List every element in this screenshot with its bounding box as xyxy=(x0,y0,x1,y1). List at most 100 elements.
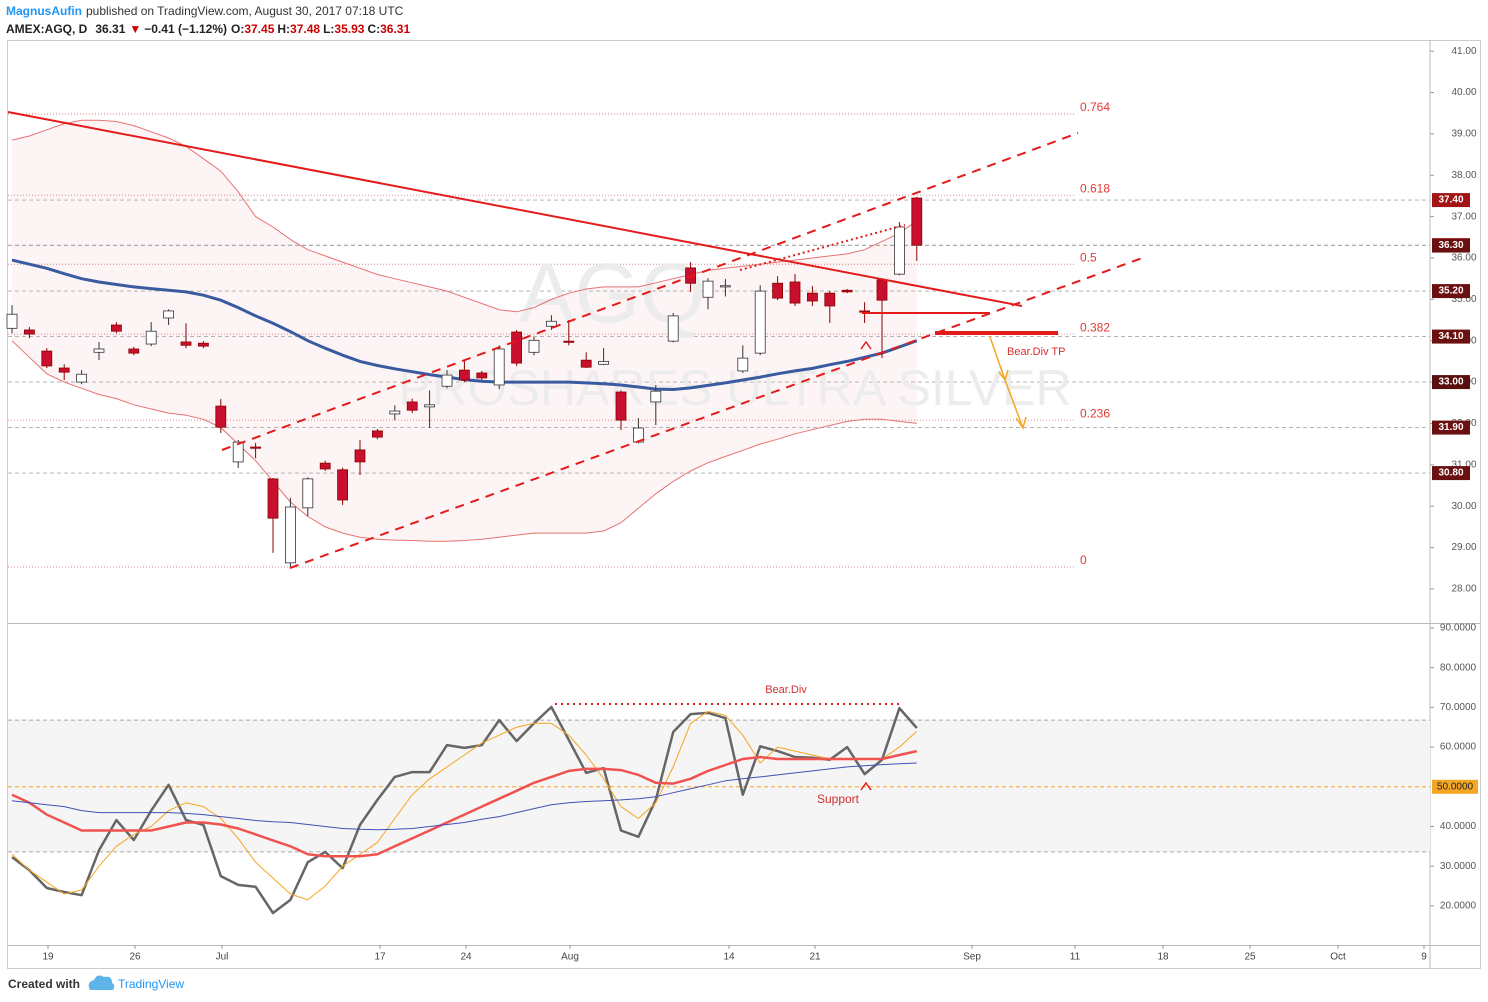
candle-body xyxy=(180,341,192,346)
ohlc-label: O: xyxy=(231,22,244,36)
candle-body xyxy=(580,359,592,368)
y-tick-label: 40.00 xyxy=(1451,87,1476,98)
author[interactable]: MagnusAufin xyxy=(6,4,82,18)
x-tick-label: Sep xyxy=(963,952,981,963)
annotation: Support xyxy=(817,792,860,806)
ohlc-value: 37.48 xyxy=(290,22,320,36)
ohlc-label: L: xyxy=(323,22,334,36)
candle-body xyxy=(163,310,175,319)
y-tick-label: 39.00 xyxy=(1451,129,1476,140)
annotation: Bear.Div TP xyxy=(1007,346,1066,358)
level-band xyxy=(8,720,1430,852)
symbol: AMEX:AGQ, D xyxy=(6,22,88,36)
oscillator-line xyxy=(11,749,918,858)
price-tag-label: 36.30 xyxy=(1438,240,1463,251)
x-tick-label: 14 xyxy=(723,952,735,963)
trend-line xyxy=(7,111,1023,307)
price-tag-label: 35.20 xyxy=(1438,286,1463,297)
background-layer: 0.764 0.618 0.5 0.382 0.236 0 xyxy=(8,100,1430,853)
x-tick-label: 26 xyxy=(129,952,141,963)
candle-body xyxy=(807,292,818,302)
candle-body xyxy=(406,401,418,411)
y-tick-label: 38.00 xyxy=(1451,170,1476,181)
candle-body xyxy=(615,391,627,421)
fib-label: 0 xyxy=(1080,553,1087,567)
watermark-name: PROSHARES ULTRA SILVER xyxy=(398,360,1071,416)
indicator-line xyxy=(11,340,917,542)
ohlc-label: H: xyxy=(277,22,290,36)
y-tick-label: 35.00 xyxy=(1451,294,1476,305)
channel-upper xyxy=(221,132,1079,451)
x-tick-label: 17 xyxy=(374,952,386,963)
channel-lower xyxy=(289,256,1146,569)
candle-body xyxy=(789,281,801,304)
frame xyxy=(7,40,1481,969)
price-tag xyxy=(1432,466,1470,481)
candle-body xyxy=(267,478,279,519)
candle-body xyxy=(737,357,749,372)
candle-body xyxy=(667,315,679,342)
change: −0.41 (−1.12%) xyxy=(144,22,227,36)
price-tag xyxy=(1432,238,1470,253)
candle-body xyxy=(389,410,401,415)
y-tick-label: 80.0000 xyxy=(1440,662,1477,673)
y-tick-label: 29.00 xyxy=(1451,542,1476,553)
dotted-line xyxy=(739,224,906,271)
fib-label: 0.618 xyxy=(1080,181,1110,195)
oscillator-line xyxy=(11,705,918,915)
candle-body xyxy=(650,390,662,403)
x-tick-label: Aug xyxy=(561,952,579,963)
arrow-head xyxy=(1015,416,1027,430)
candle-body xyxy=(302,478,314,509)
candle-body xyxy=(93,348,105,353)
fib-label: 0.764 xyxy=(1080,100,1110,114)
x-tick-label: 25 xyxy=(1244,952,1256,963)
ohlc-value: 35.93 xyxy=(334,22,364,36)
candle-body xyxy=(250,446,262,449)
x-tick-label: 9 xyxy=(1421,952,1427,963)
y-tick-label: 60.0000 xyxy=(1440,742,1477,753)
candle-body xyxy=(58,367,70,373)
candle-body xyxy=(232,441,244,463)
candle-body xyxy=(111,324,122,332)
level-tag-label: 50.0000 xyxy=(1437,781,1474,792)
x-tick-label: 19 xyxy=(42,952,54,963)
candle-body xyxy=(911,197,923,246)
level-tag xyxy=(1432,779,1478,794)
price-tag-label: 31.90 xyxy=(1438,422,1463,433)
header-line-1: MagnusAufin published on TradingView.com,… xyxy=(6,4,404,18)
price-tag xyxy=(1432,329,1470,344)
x-tick-label: 11 xyxy=(1070,952,1081,963)
oscillator-line xyxy=(11,762,917,831)
caret xyxy=(860,340,872,350)
price-tag-label: 34.10 xyxy=(1438,331,1463,342)
drawings xyxy=(7,111,1146,791)
candle-body xyxy=(41,350,53,367)
fib-label: 0.5 xyxy=(1080,250,1097,264)
y-tick-label: 90.0000 xyxy=(1440,623,1477,634)
candle-body xyxy=(441,374,453,387)
fib-label: 0.382 xyxy=(1080,320,1110,334)
candle-body xyxy=(128,348,140,354)
annotation: Bear.Div xyxy=(765,684,807,696)
candle-body xyxy=(841,289,853,293)
candle-body xyxy=(876,279,888,301)
x-tick-label: 21 xyxy=(809,952,821,963)
y-tick-label: 41.00 xyxy=(1451,46,1476,57)
candle-body xyxy=(284,506,296,564)
last-price: 36.31 xyxy=(95,22,125,36)
candle-body xyxy=(702,280,714,298)
y-tick-label: 20.0000 xyxy=(1440,901,1477,912)
price-tag xyxy=(1432,284,1470,299)
y-tick-label: 70.0000 xyxy=(1440,702,1477,713)
footer-brand[interactable]: TradingView xyxy=(118,977,184,991)
band-fill xyxy=(12,120,917,542)
ohlc-value: 37.45 xyxy=(244,22,274,36)
price-tag xyxy=(1432,193,1470,208)
published: published on TradingView.com, August 30,… xyxy=(86,4,404,18)
candle-body xyxy=(371,430,383,438)
change-arrow: ▼ xyxy=(129,22,141,36)
y-tick-label: 31.00 xyxy=(1451,459,1476,470)
candle-body xyxy=(337,469,349,501)
logo xyxy=(88,975,115,990)
